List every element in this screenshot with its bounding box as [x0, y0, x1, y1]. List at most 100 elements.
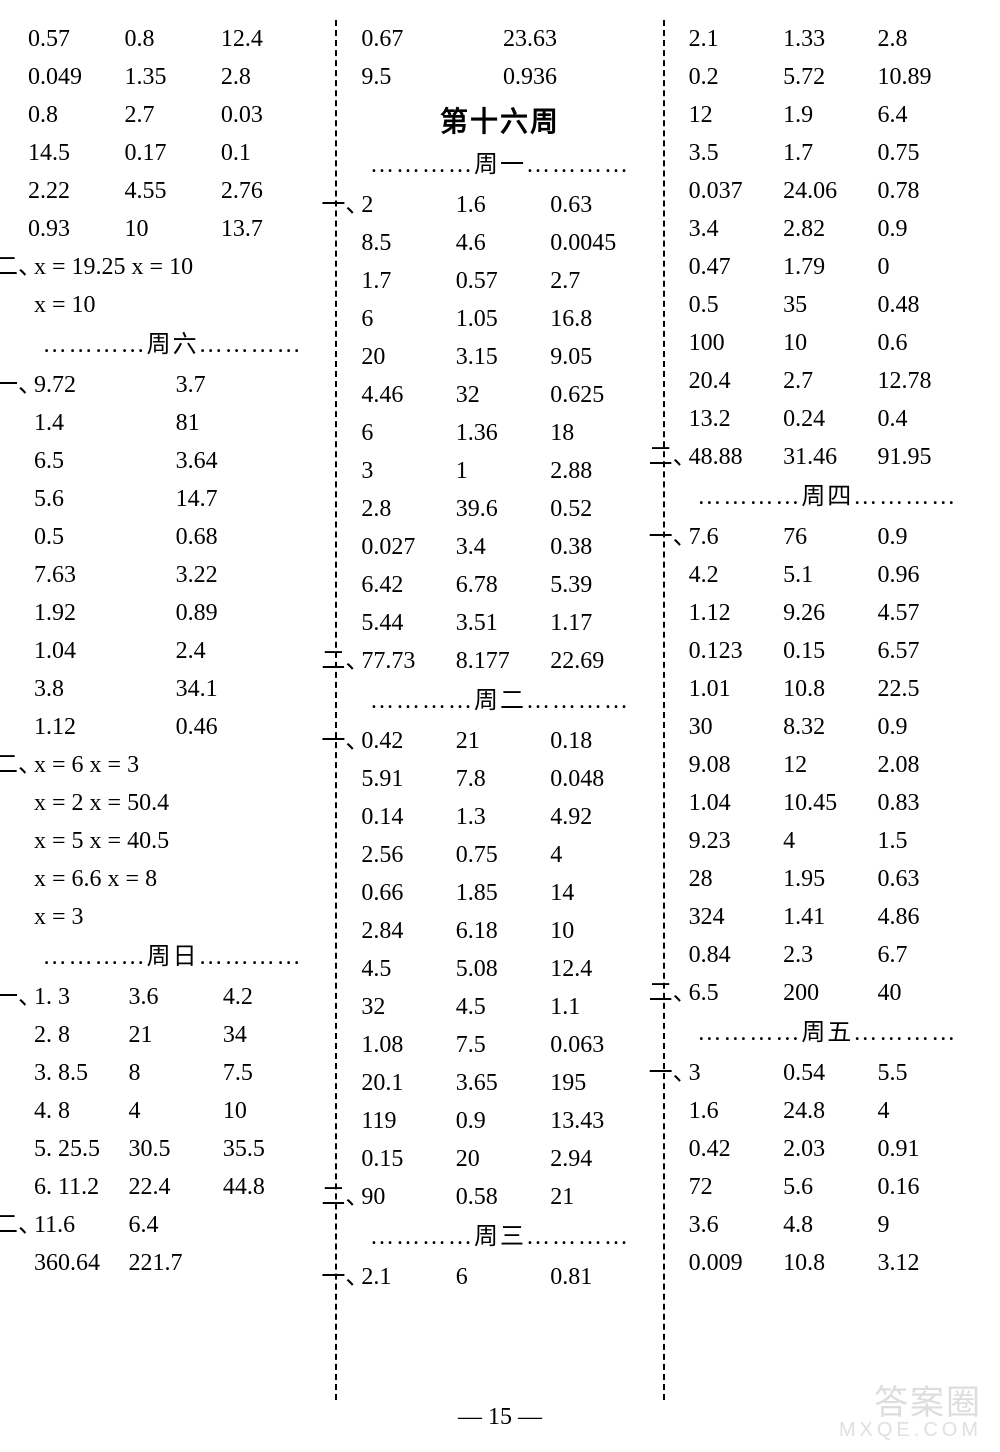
- table-cell: 1.7: [783, 134, 877, 172]
- table-cell: 11.6: [34, 1206, 128, 1244]
- table-cell: 91.95: [878, 438, 972, 476]
- table-cell: 9.05: [550, 338, 644, 376]
- table-cell: 5.6: [34, 480, 176, 518]
- table-cell: 10: [223, 1092, 317, 1130]
- table-row: 1.70.572.7: [361, 262, 644, 300]
- table-cell: 0.6: [878, 324, 972, 362]
- table-cell: 4.5: [456, 988, 550, 1026]
- table-row: 4.25.10.96: [689, 556, 972, 594]
- table-cell: 1.95: [783, 860, 877, 898]
- table-cell: 0.03: [221, 96, 317, 134]
- table-cell: 200: [783, 974, 877, 1012]
- table-cell: 5.39: [550, 566, 644, 604]
- table-cell: 1.17: [550, 604, 644, 642]
- section-2-label: 二、: [0, 746, 42, 784]
- table-cell: 0: [878, 248, 972, 286]
- table-row: 0.50.68: [34, 518, 317, 556]
- table-cell: 0.2: [689, 58, 783, 96]
- table-cell: 0.8: [28, 96, 124, 134]
- table-cell: 3.4: [689, 210, 783, 248]
- table-cell: 0.048: [550, 760, 644, 798]
- table-cell: 0.67: [361, 20, 503, 58]
- table-cell: 0.049: [28, 58, 124, 96]
- table-cell: 1: [456, 452, 550, 490]
- table-row: 1.042.4: [34, 632, 317, 670]
- table-cell: 6.4: [878, 96, 972, 134]
- table-row: 281.950.63: [689, 860, 972, 898]
- col2-wed1: 一、 2.160.81: [355, 1258, 644, 1296]
- table-cell: 2.7: [124, 96, 220, 134]
- separator-saturday: …………周六…………: [28, 326, 317, 364]
- table-cell: 2.3: [783, 936, 877, 974]
- table-row: 4.55.0812.4: [361, 950, 644, 988]
- mon1-table: 21.60.638.54.60.00451.70.572.761.0516.82…: [361, 186, 644, 642]
- table-cell: 1.08: [361, 1026, 455, 1064]
- table-cell: 35: [783, 286, 877, 324]
- table-row: 30.545.5: [689, 1054, 972, 1092]
- table-cell: 9.72: [34, 366, 176, 404]
- table-cell: 1.12: [34, 708, 176, 746]
- table-cell: 2.8: [221, 58, 317, 96]
- table-cell: 0.54: [783, 1054, 877, 1092]
- table-cell: 1.4: [34, 404, 176, 442]
- col2-mon2: 二、 77.738.17722.69: [355, 642, 644, 680]
- table-cell: 0.57: [456, 262, 550, 300]
- table-cell: 0.96: [878, 556, 972, 594]
- table-cell: 2. 8: [34, 1016, 128, 1054]
- table-cell: 2.03: [783, 1130, 877, 1168]
- table-row: 11.66.4: [34, 1206, 317, 1244]
- table-cell: 0.18: [550, 722, 644, 760]
- separator-tuesday: …………周二…………: [355, 682, 644, 720]
- table-cell: 0.9: [878, 518, 972, 556]
- table-row: 1.0110.822.5: [689, 670, 972, 708]
- table-cell: 0.14: [361, 798, 455, 836]
- table-cell: 1.5: [878, 822, 972, 860]
- table-row: 0.5350.48: [689, 286, 972, 324]
- table-row: 0.0491.352.8: [28, 58, 317, 96]
- table-cell: 2.76: [221, 172, 317, 210]
- table-cell: 0.75: [878, 134, 972, 172]
- table-cell: 2.7: [783, 362, 877, 400]
- table-cell: 1.12: [689, 594, 783, 632]
- table-cell: 1.35: [124, 58, 220, 96]
- table-row: 8.54.60.0045: [361, 224, 644, 262]
- table-cell: 3.5: [689, 134, 783, 172]
- table-cell: 34: [223, 1016, 317, 1054]
- table-cell: 119: [361, 1102, 455, 1140]
- table-cell: 4.46: [361, 376, 455, 414]
- section-1-label: 一、: [321, 722, 369, 760]
- table-cell: 22.69: [550, 642, 644, 680]
- column-1: 0.570.812.40.0491.352.80.82.70.0314.50.1…: [10, 20, 337, 1400]
- table-row: 0.141.34.92: [361, 798, 644, 836]
- table-cell: 1.1: [550, 988, 644, 1026]
- table-cell: 1.9: [783, 96, 877, 134]
- table-cell: 8.177: [456, 642, 550, 680]
- table-cell: 5.08: [456, 950, 550, 988]
- table-cell: 1.7: [361, 262, 455, 300]
- table-cell: 13.2: [689, 400, 783, 438]
- section-2-label: 二、: [321, 1178, 369, 1216]
- table-cell: 2.1: [689, 20, 783, 58]
- week-title: 第十六周: [355, 104, 644, 142]
- col3-top2-table: 48.8831.4691.95: [689, 438, 972, 476]
- eq-line: x = 2 x = 50.4: [34, 784, 317, 822]
- table-cell: 100: [689, 324, 783, 362]
- table-cell: 0.63: [878, 860, 972, 898]
- separator-wednesday: …………周三…………: [355, 1218, 644, 1256]
- table-row: 6.520040: [689, 974, 972, 1012]
- table-cell: 0.625: [550, 376, 644, 414]
- table-cell: 10: [783, 324, 877, 362]
- table-cell: 7.5: [456, 1026, 550, 1064]
- table-row: 77.738.17722.69: [361, 642, 644, 680]
- table-cell: 0.66: [361, 874, 455, 912]
- table-cell: 6.42: [361, 566, 455, 604]
- table-cell: 0.75: [456, 836, 550, 874]
- section-1-label: 一、: [0, 978, 42, 1016]
- separator-sunday: …………周日…………: [28, 938, 317, 976]
- table-row: 0.00910.83.12: [689, 1244, 972, 1282]
- column-3: 2.11.332.80.25.7210.89121.96.43.51.70.75…: [665, 20, 990, 1400]
- table-cell: 0.17: [124, 134, 220, 172]
- table-cell: 0.38: [550, 528, 644, 566]
- table-cell: 0.68: [176, 518, 318, 556]
- table-cell: 20.1: [361, 1064, 455, 1102]
